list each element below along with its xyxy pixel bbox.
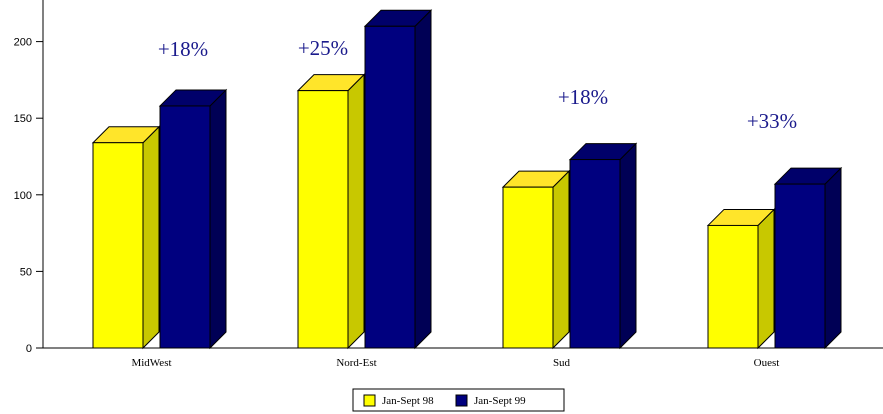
legend-swatch bbox=[455, 394, 468, 407]
bar-front-face bbox=[569, 159, 621, 349]
category-labels: MidWest Nord-Est Sud Ouest bbox=[131, 357, 779, 369]
bar-side-face bbox=[619, 142, 637, 350]
bar-front-face bbox=[502, 186, 554, 349]
legend-label: Jan-Sept 99 bbox=[474, 395, 526, 407]
bar-side-face bbox=[552, 169, 570, 350]
bar-jan-sept-99-midwest bbox=[158, 88, 228, 350]
bar-side-face bbox=[142, 125, 160, 350]
bar-side-face bbox=[824, 166, 842, 350]
bar-front-face bbox=[297, 90, 349, 349]
y-tick-label: 150 bbox=[14, 113, 32, 125]
legend: Jan-Sept 98 Jan-Sept 99 bbox=[352, 388, 565, 412]
bar-jan-sept-99-sud bbox=[568, 142, 638, 350]
legend-item: Jan-Sept 98 bbox=[363, 394, 434, 407]
growth-annotation: +25% bbox=[298, 36, 348, 60]
bar-side-face bbox=[757, 208, 775, 350]
bar-side-face bbox=[414, 9, 432, 350]
growth-annotation: +18% bbox=[558, 85, 608, 109]
bars-group bbox=[91, 9, 843, 350]
category-label: MidWest bbox=[131, 357, 171, 369]
legend-swatch bbox=[363, 394, 376, 407]
bar-front-face bbox=[159, 105, 211, 349]
legend-item: Jan-Sept 99 bbox=[455, 394, 526, 407]
bar-jan-sept-98-ouest bbox=[706, 208, 776, 350]
bar-side-face bbox=[209, 88, 227, 350]
legend-label: Jan-Sept 98 bbox=[382, 395, 434, 407]
growth-annotation: +18% bbox=[158, 37, 208, 61]
y-tick-label: 50 bbox=[20, 266, 32, 278]
y-tick-label: 200 bbox=[14, 37, 32, 49]
bar-jan-sept-99-ouest bbox=[773, 166, 843, 350]
y-tick-label: 0 bbox=[26, 343, 32, 355]
growth-annotation: +33% bbox=[747, 109, 797, 133]
growth-annotations: +18% +25% +18% +33% bbox=[158, 36, 797, 133]
bar-front-face bbox=[92, 142, 144, 349]
bar-jan-sept-98-midwest bbox=[91, 125, 161, 350]
bar-front-face bbox=[707, 224, 759, 349]
bar-jan-sept-98-nord-est bbox=[296, 73, 366, 350]
bar-front-face bbox=[364, 25, 416, 349]
category-label: Sud bbox=[553, 357, 571, 369]
bar-front-face bbox=[774, 183, 826, 349]
bar-jan-sept-99-nord-est bbox=[363, 9, 433, 350]
y-axis-ticks: 0 50 100 150 200 bbox=[14, 37, 43, 355]
category-label: Ouest bbox=[754, 357, 780, 369]
bar-jan-sept-98-sud bbox=[501, 169, 571, 350]
bar-side-face bbox=[347, 73, 365, 350]
category-label: Nord-Est bbox=[336, 357, 376, 369]
y-tick-label: 100 bbox=[14, 190, 32, 202]
